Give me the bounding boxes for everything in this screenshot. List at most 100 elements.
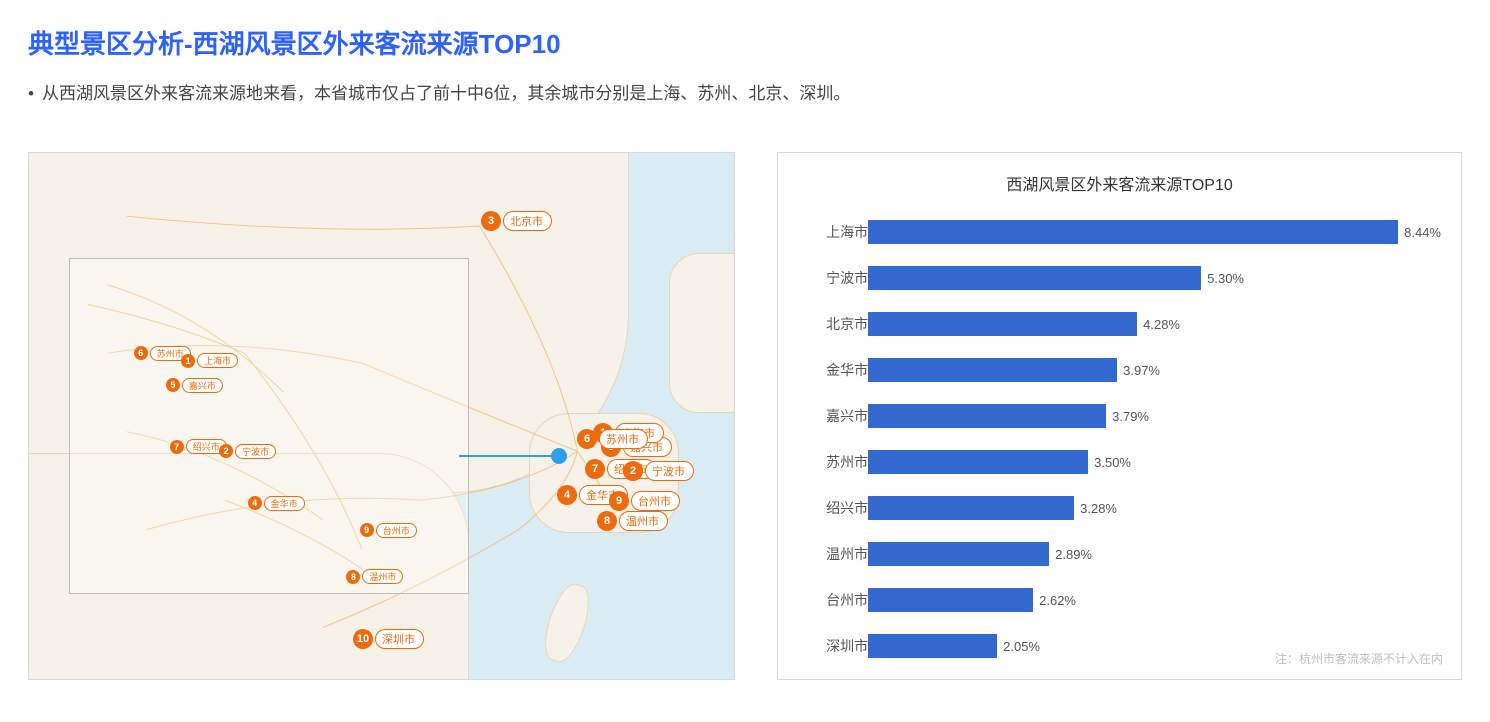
map-panel: 3北京市4金华市7绍兴市5嘉兴市1上海市6苏州市2宁波市9台州市8温州市10深圳… (28, 152, 735, 680)
page-title: 典型景区分析-西湖风景区外来客流来源TOP10 (28, 24, 1462, 61)
bar-row-嘉兴市: 嘉兴市 3.79% (798, 393, 1441, 439)
bar-track: 2.62% (868, 588, 1441, 612)
marker-label: 金华市 (264, 496, 305, 511)
bar-label: 北京市 (798, 314, 868, 334)
bar-row-台州市: 台州市 2.62% (798, 577, 1441, 623)
marker-rank-icon: 5 (166, 378, 180, 392)
marker-rank-icon: 4 (248, 496, 262, 510)
bar-track: 4.28% (868, 312, 1441, 336)
marker-rank-icon: 7 (585, 459, 605, 479)
bar-row-北京市: 北京市 4.28% (798, 301, 1441, 347)
marker-label: 台州市 (631, 491, 680, 511)
marker-rank-icon: 2 (219, 444, 233, 458)
bar (868, 220, 1398, 244)
bar-label: 金华市 (798, 360, 868, 380)
inset-marker-上海市[interactable]: 1上海市 (181, 353, 238, 368)
marker-label: 北京市 (503, 211, 552, 231)
marker-rank-icon: 8 (597, 511, 617, 531)
center-connector (459, 455, 559, 457)
inset-marker-温州市[interactable]: 8温州市 (346, 569, 403, 584)
marker-rank-icon: 1 (181, 354, 195, 368)
chart-panel: 西湖风景区外来客流来源TOP10 上海市 8.44% 宁波市 5.30% 北京市 4.28… (777, 152, 1462, 680)
marker-label: 深圳市 (375, 629, 424, 649)
bar-value: 3.28% (1080, 501, 1117, 516)
bar-row-上海市: 上海市 8.44% (798, 209, 1441, 255)
marker-rank-icon: 9 (360, 523, 374, 537)
map-marker-深圳市[interactable]: 10深圳市 (353, 629, 424, 649)
content-panels: 3北京市4金华市7绍兴市5嘉兴市1上海市6苏州市2宁波市9台州市8温州市10深圳… (28, 152, 1462, 680)
marker-rank-icon: 10 (353, 629, 373, 649)
bar-track: 3.79% (868, 404, 1441, 428)
bar (868, 450, 1088, 474)
bar-track: 8.44% (868, 220, 1441, 244)
bar-label: 温州市 (798, 544, 868, 564)
marker-rank-icon: 8 (346, 570, 360, 584)
bar-track: 3.50% (868, 450, 1441, 474)
bar-track: 2.89% (868, 542, 1441, 566)
summary-bullet: 从西湖风景区外来客流来源地来看，本省城市仅占了前十中6位，其余城市分别是上海、苏… (28, 79, 1462, 104)
chart-title: 西湖风景区外来客流来源TOP10 (798, 171, 1441, 195)
bar-row-绍兴市: 绍兴市 3.28% (798, 485, 1441, 531)
bar (868, 588, 1033, 612)
marker-label: 上海市 (197, 353, 238, 368)
bar-value: 2.89% (1055, 547, 1092, 562)
marker-rank-icon: 9 (609, 491, 629, 511)
map-marker-温州市[interactable]: 8温州市 (597, 511, 668, 531)
marker-label: 苏州市 (599, 429, 648, 449)
map-marker-北京市[interactable]: 3北京市 (481, 211, 552, 231)
marker-label: 台州市 (376, 523, 417, 538)
bar-label: 绍兴市 (798, 498, 868, 518)
marker-rank-icon: 6 (577, 429, 597, 449)
bar (868, 404, 1106, 428)
bar (868, 266, 1201, 290)
bar-value: 3.79% (1112, 409, 1149, 424)
marker-label: 温州市 (362, 569, 403, 584)
bar-value: 4.28% (1143, 317, 1180, 332)
bar-row-金华市: 金华市 3.97% (798, 347, 1441, 393)
bar-value: 5.30% (1207, 271, 1244, 286)
bar-label: 苏州市 (798, 452, 868, 472)
inset-marker-宁波市[interactable]: 2宁波市 (219, 444, 276, 459)
bar-track: 3.97% (868, 358, 1441, 382)
marker-label: 嘉兴市 (182, 378, 223, 393)
map-marker-宁波市[interactable]: 2宁波市 (623, 461, 694, 481)
bar-row-温州市: 温州市 2.89% (798, 531, 1441, 577)
inset-marker-台州市[interactable]: 9台州市 (360, 523, 417, 538)
marker-label: 温州市 (619, 511, 668, 531)
inset-marker-金华市[interactable]: 4金华市 (248, 496, 305, 511)
marker-label: 宁波市 (645, 461, 694, 481)
bar-label: 台州市 (798, 590, 868, 610)
chart-footnote: 注：杭州市客流来源不计入在内 (1275, 650, 1443, 667)
bar (868, 358, 1117, 382)
bar (868, 312, 1137, 336)
chart-body: 上海市 8.44% 宁波市 5.30% 北京市 4.28% 金华市 3.97% 嘉兴市 3.79%… (798, 209, 1441, 669)
marker-rank-icon: 3 (481, 211, 501, 231)
bar-value: 2.05% (1003, 639, 1040, 654)
inset-marker-嘉兴市[interactable]: 5嘉兴市 (166, 378, 223, 393)
bar-value: 3.97% (1123, 363, 1160, 378)
bar (868, 634, 997, 658)
marker-rank-icon: 6 (134, 346, 148, 360)
bar-label: 宁波市 (798, 268, 868, 288)
center-point-icon (551, 448, 567, 464)
bar-label: 上海市 (798, 222, 868, 242)
map-canvas: 3北京市4金华市7绍兴市5嘉兴市1上海市6苏州市2宁波市9台州市8温州市10深圳… (29, 153, 734, 679)
bar-label: 深圳市 (798, 636, 868, 656)
map-marker-苏州市[interactable]: 6苏州市 (577, 429, 648, 449)
bar-value: 2.62% (1039, 593, 1076, 608)
map-marker-台州市[interactable]: 9台州市 (609, 491, 680, 511)
marker-rank-icon: 4 (557, 485, 577, 505)
bar-label: 嘉兴市 (798, 406, 868, 426)
bar-row-宁波市: 宁波市 5.30% (798, 255, 1441, 301)
bar-track: 5.30% (868, 266, 1441, 290)
bar (868, 496, 1074, 520)
bar-row-苏州市: 苏州市 3.50% (798, 439, 1441, 485)
bar (868, 542, 1049, 566)
inset-box (69, 258, 469, 594)
marker-label: 宁波市 (235, 444, 276, 459)
bar-value: 8.44% (1404, 225, 1441, 240)
bar-value: 3.50% (1094, 455, 1131, 470)
marker-rank-icon: 2 (623, 461, 643, 481)
marker-rank-icon: 7 (170, 440, 184, 454)
bar-track: 3.28% (868, 496, 1441, 520)
